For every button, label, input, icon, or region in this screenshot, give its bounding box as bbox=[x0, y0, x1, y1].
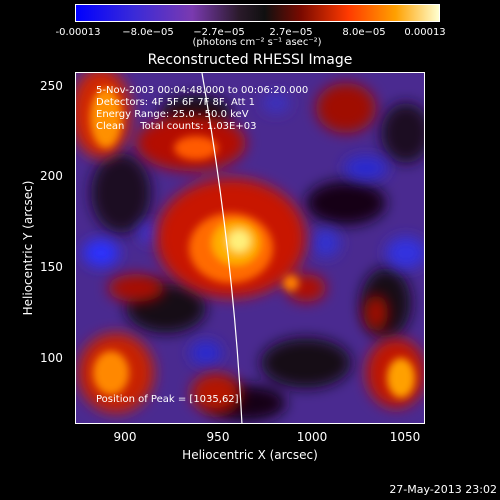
plot-title: Reconstructed RHESSI Image bbox=[147, 52, 353, 68]
colorbar-tick: 0.00013 bbox=[404, 27, 446, 38]
colorbar-tick: 2.7e−05 bbox=[269, 27, 313, 38]
x-tick-label: 1050 bbox=[389, 430, 421, 444]
clean-counts-label: Clean Total counts: 1.03E+03 bbox=[96, 121, 257, 132]
y-tick-label: 250 bbox=[40, 79, 63, 93]
y-tick-label: 150 bbox=[40, 260, 63, 274]
y-tick-label: 100 bbox=[40, 351, 63, 365]
colorbar-tick: −8.0e−05 bbox=[122, 27, 174, 38]
y-axis-label: Heliocentric Y (arcsec) bbox=[21, 180, 35, 316]
color-scale-gradient bbox=[76, 5, 439, 21]
detectors-label: Detectors: 4F 5F 6F 7F 8F, Att 1 bbox=[96, 97, 256, 108]
render-timestamp: 27-May-2013 23:02 bbox=[389, 483, 497, 496]
time-range-label: 5-Nov-2003 00:04:48.000 to 00:06:20.000 bbox=[96, 85, 309, 96]
x-axis-label: Heliocentric X (arcsec) bbox=[182, 448, 318, 462]
x-tick-label: 1000 bbox=[296, 430, 328, 444]
colorbar-tick: −2.7e−05 bbox=[193, 27, 245, 38]
peak-position-label: Position of Peak = [1035,62] bbox=[96, 394, 239, 405]
colorbar-tick: 8.0e−05 bbox=[342, 27, 386, 38]
xray-image-area: 5-Nov-2003 00:04:48.000 to 00:06:20.000 … bbox=[75, 72, 425, 424]
solar-limb-line bbox=[201, 73, 243, 423]
colorbar-unit-label: (photons cm⁻² s⁻¹ asec⁻²) bbox=[192, 37, 322, 48]
x-tick-label: 900 bbox=[113, 430, 137, 444]
y-tick-label: 200 bbox=[40, 169, 63, 183]
colorbar-tick: -0.00013 bbox=[55, 27, 101, 38]
color-scale-bar bbox=[75, 4, 440, 22]
x-tick-label: 950 bbox=[206, 430, 230, 444]
energy-range-label: Energy Range: 25.0 - 50.0 keV bbox=[96, 109, 249, 120]
xray-emission-map bbox=[76, 73, 424, 423]
